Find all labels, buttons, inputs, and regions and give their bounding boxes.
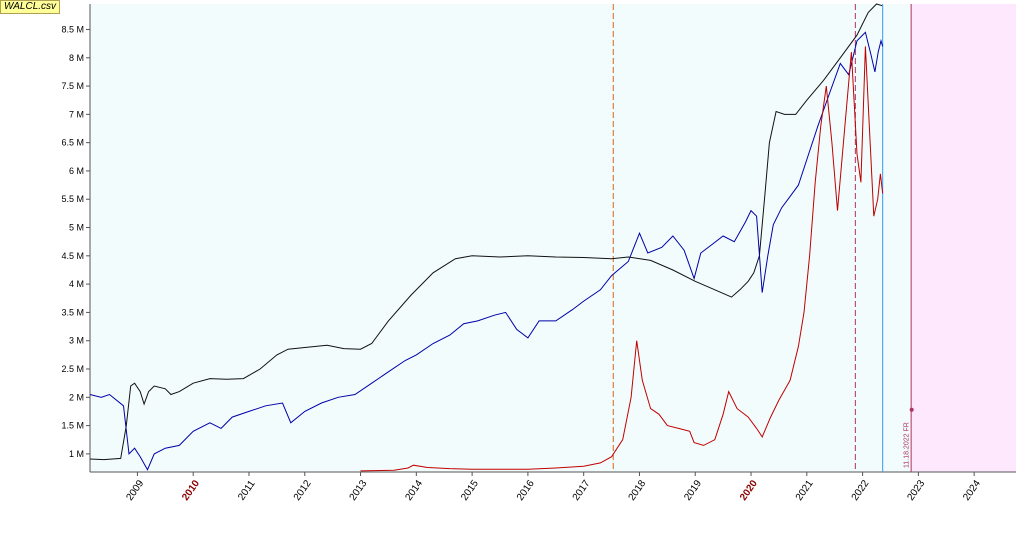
date-marker-dot	[909, 407, 914, 412]
series-lines	[89, 3, 884, 472]
future-region	[911, 4, 1016, 472]
series-line	[360, 46, 884, 472]
y-tick-label: 1.5 M	[61, 421, 84, 431]
y-axis-ticks: 1 M 1.5 M 2 M 2.5 M 3 M 3.5 M 4 M 4.5 M 5 M 5.5 M…	[61, 24, 90, 459]
plot-area	[90, 4, 912, 472]
y-tick-label: 6 M	[69, 166, 84, 176]
y-tick-label: 5.5 M	[61, 194, 84, 204]
y-tick-label: 3.5 M	[61, 307, 84, 317]
y-tick-label: 2 M	[69, 392, 84, 402]
x-tick-label: 2012	[292, 478, 314, 503]
y-tick-label: 2.5 M	[61, 364, 84, 374]
x-tick-label: 2021	[794, 478, 816, 503]
y-tick-label: 3 M	[69, 336, 84, 346]
x-tick-label: 2018	[627, 478, 649, 503]
x-tick-label: 2022	[850, 478, 872, 503]
x-tick-label: 2010	[180, 478, 202, 503]
x-tick-label: 2020	[738, 478, 760, 503]
x-tick-label: 2016	[515, 478, 537, 503]
x-tick-label: 2015	[459, 478, 481, 503]
x-tick-label: 2011	[236, 478, 258, 502]
y-tick-label: 8.5 M	[61, 24, 84, 34]
vertical-markers	[612, 4, 912, 472]
x-tick-label: 2009	[124, 478, 146, 503]
y-tick-label: 1 M	[69, 449, 84, 459]
file-name-label: WALCL.csv	[0, 0, 61, 14]
x-axis-ticks: 2009 2010 2011 2012 2013 2014 2015 2016 2017 2018…	[124, 472, 983, 503]
y-tick-label: 7.5 M	[61, 81, 84, 91]
plot-background	[90, 4, 1016, 472]
axes	[89, 4, 1016, 473]
date-marker-label: 11.18.2022 FR	[904, 422, 911, 468]
y-tick-label: 4 M	[69, 279, 84, 289]
y-tick-label: 6.5 M	[61, 138, 84, 148]
y-tick-label: 5 M	[69, 223, 84, 233]
x-tick-label: 2019	[682, 478, 704, 503]
date-marker: 11.18.2022 FR	[904, 407, 914, 468]
series-line	[89, 31, 884, 471]
series-line	[89, 3, 883, 461]
x-tick-label: 2014	[403, 478, 425, 503]
x-tick-label: 2013	[348, 478, 370, 503]
y-tick-label: 4.5 M	[61, 251, 84, 261]
x-tick-label: 2017	[571, 478, 593, 503]
x-tick-label: 2024	[961, 478, 983, 503]
y-tick-label: 7 M	[69, 109, 84, 119]
y-tick-label: 8 M	[69, 53, 84, 63]
x-tick-label: 2023	[905, 478, 927, 503]
